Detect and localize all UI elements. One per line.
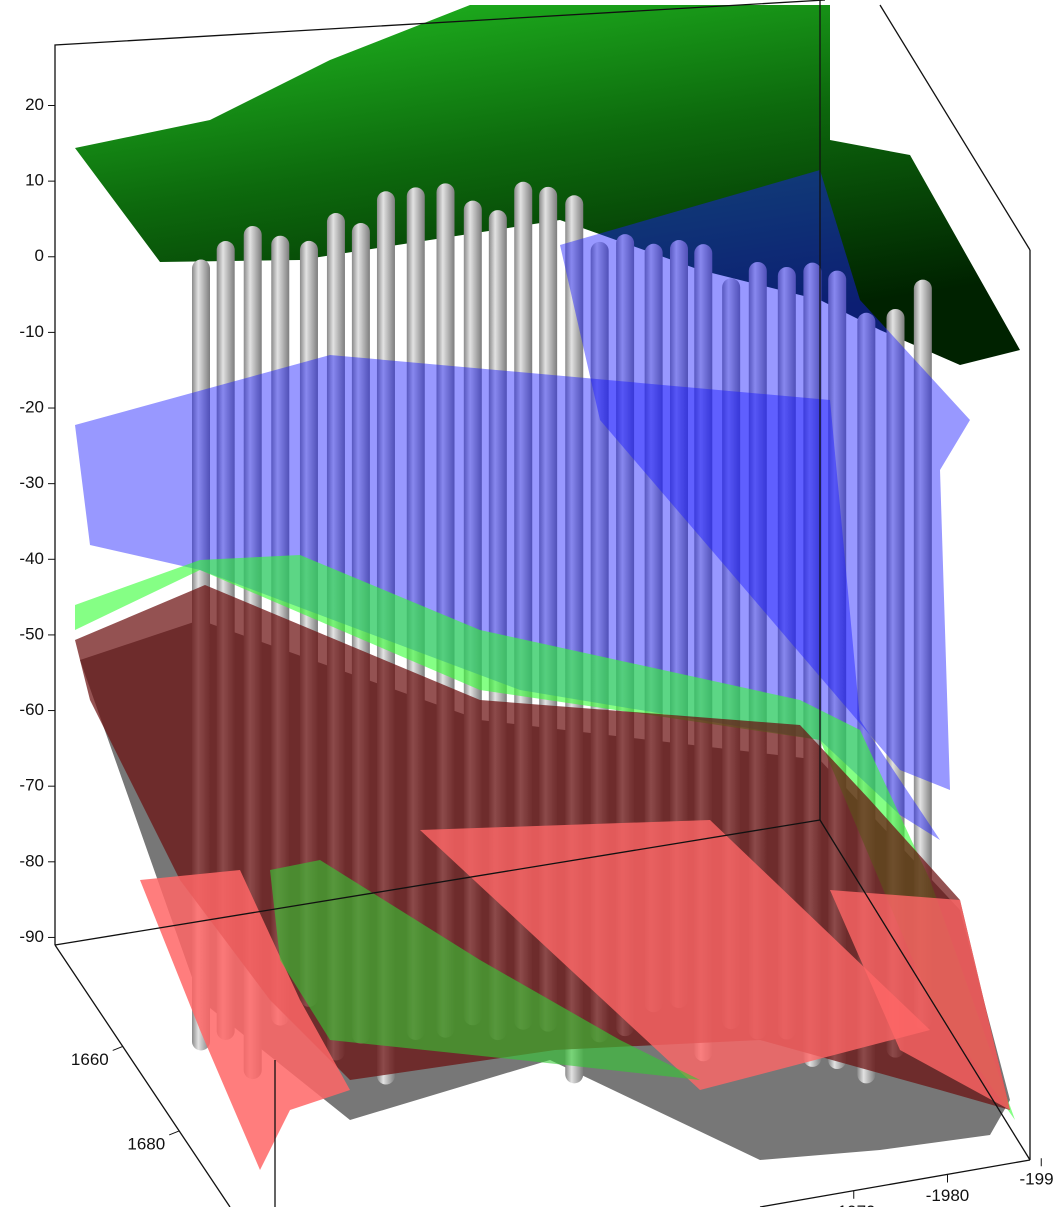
box-edge [760,1160,1030,1207]
z-tick-label: 0 [35,246,44,265]
scene: 20 10 0 -10 -20 -30 -40 -50 -60 -70 -80 -90 1660 1680… [0,0,1053,1207]
z-tick-label: -30 [19,473,44,492]
z-tick-label: -60 [19,700,44,719]
z-tick-label: 20 [25,95,44,114]
y-tick-label: 1680 [127,1134,165,1153]
x-tick-label: -1980 [926,1186,969,1205]
y-tick [113,1046,123,1050]
z-tick-label: -10 [19,322,44,341]
z-tick-label: -20 [19,398,44,417]
z-tick-label: -80 [19,851,44,870]
x-tick-label: -1990 [1020,1170,1053,1189]
y-tick [169,1131,179,1135]
z-tick-label: -40 [19,549,44,568]
z-tick-label: -50 [19,624,44,643]
z-tick-label: 10 [25,171,44,190]
z-tick-label: -90 [19,927,44,946]
x-tick-label: -1970 [832,1202,875,1207]
z-tick-label: -70 [19,776,44,795]
y-tick-label: 1660 [71,1050,109,1069]
